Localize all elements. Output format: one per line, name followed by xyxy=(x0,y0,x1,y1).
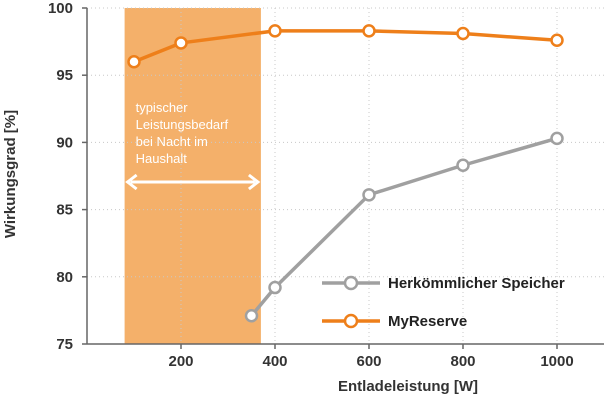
legend-swatch-marker xyxy=(343,313,359,329)
legend-layer: Herkömmlicher Speicher MyReserve xyxy=(322,275,565,330)
series-0-point xyxy=(362,188,376,202)
highlight-band xyxy=(124,8,261,344)
series-0-point xyxy=(456,158,470,172)
series-1-point xyxy=(127,55,141,69)
series-1-point xyxy=(550,33,564,48)
series-1-point xyxy=(362,24,376,38)
band-annotation-line: typischer xyxy=(136,100,189,115)
series-0-point xyxy=(244,309,259,323)
series-1-point xyxy=(268,24,282,38)
series-line-1 xyxy=(133,29,558,64)
y-axis-title: Wirkungsgrad [%] xyxy=(2,110,19,238)
y-tick-label: 90 xyxy=(56,134,73,151)
x-tick-label: 1000 xyxy=(540,353,573,370)
grid-layer xyxy=(87,7,604,344)
band-annotation-line: bei Nacht im xyxy=(136,134,208,149)
highlight-band-layer xyxy=(124,8,261,344)
legend-label: MyReserve xyxy=(388,313,467,330)
y-tick-label: 85 xyxy=(56,202,73,219)
legend-swatch-marker xyxy=(343,275,359,291)
axes-layer: 75 80 85 90 95 100 200 400 600 800 1000 xyxy=(48,0,604,370)
double-arrow-right-head xyxy=(247,173,261,191)
series-0-point xyxy=(268,280,282,295)
x-tick-label: 200 xyxy=(168,353,193,370)
x-tick-label: 400 xyxy=(262,353,287,370)
series-0-point xyxy=(550,131,564,146)
series-1-point xyxy=(174,36,188,50)
band-annotation-line: Haushalt xyxy=(136,151,188,166)
y-tick-label: 80 xyxy=(56,269,73,286)
y-tick-label: 75 xyxy=(56,336,73,353)
x-tick-label: 800 xyxy=(450,353,475,370)
double-arrow-left-head xyxy=(125,173,138,191)
series-1-point xyxy=(456,26,470,41)
x-tick-label: 600 xyxy=(356,353,381,370)
legend-label: Herkömmlicher Speicher xyxy=(388,275,565,292)
series-layer xyxy=(127,24,564,323)
annotation-layer: typischer Leistungsbedarf bei Nacht im Haus… xyxy=(125,100,261,191)
y-tick-label: 100 xyxy=(48,0,73,17)
y-tick-label: 95 xyxy=(56,67,73,84)
band-annotation-line: Leistungsbedarf xyxy=(136,117,229,132)
x-axis-title: Entladeleistung [W] xyxy=(338,378,478,395)
